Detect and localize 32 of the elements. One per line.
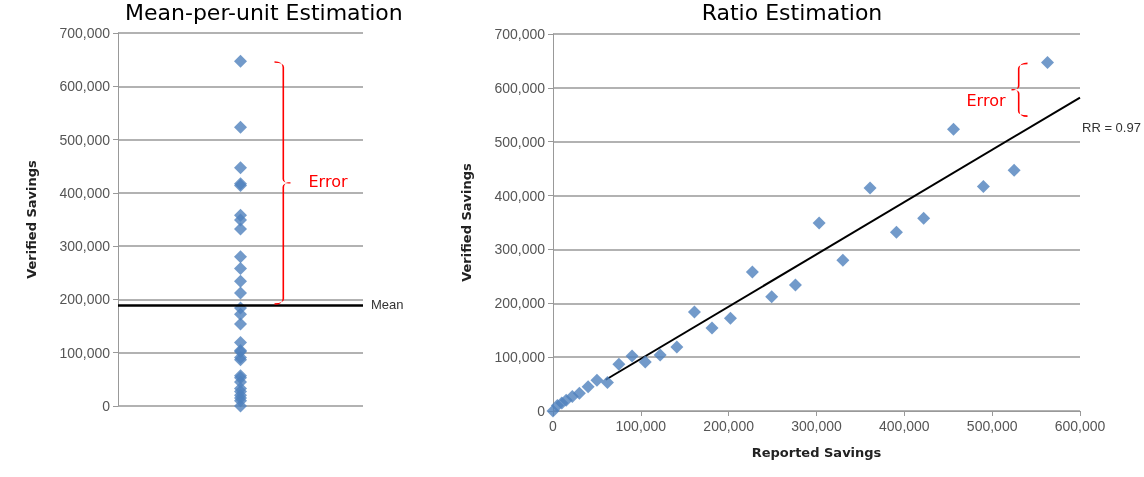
y-tick-label: 400,000 xyxy=(494,187,546,204)
y-tick-label: 600,000 xyxy=(494,79,546,96)
chart-title: Mean-per-unit Estimation xyxy=(125,0,403,25)
annotation: Error xyxy=(308,172,348,192)
x-tick-label: 0 xyxy=(549,418,558,434)
x-tick-label: 500,000 xyxy=(966,418,1018,434)
y-tick-label: 100,000 xyxy=(494,349,546,366)
x-tick-label: 400,000 xyxy=(879,418,930,434)
x-tick-label: 100,000 xyxy=(615,418,667,434)
y-tick-label: 200,000 xyxy=(494,295,546,312)
ref-line-label: Mean xyxy=(371,297,404,313)
y-tick-label: 0 xyxy=(102,398,111,414)
annotation: Error xyxy=(966,91,1006,111)
x-tick-label: 200,000 xyxy=(703,418,755,434)
series-label: RR = 0.97 xyxy=(1082,120,1141,136)
y-tick-label: 100,000 xyxy=(59,344,111,361)
y-tick-label: 700,000 xyxy=(494,26,546,42)
x-axis-title: Reported Savings xyxy=(751,445,882,460)
y-tick-label: 300,000 xyxy=(494,241,546,258)
y-tick-label: 600,000 xyxy=(59,78,111,95)
y-tick-label: 500,000 xyxy=(494,133,546,150)
x-tick-label: 300,000 xyxy=(791,418,843,434)
y-tick-label: 500,000 xyxy=(59,131,111,148)
x-tick-label: 600,000 xyxy=(1054,418,1106,434)
y-tick-label: 400,000 xyxy=(59,184,111,201)
y-tick-label: 300,000 xyxy=(59,238,111,255)
chart-title: Ratio Estimation xyxy=(701,0,883,25)
y-axis-title: Verified Savings xyxy=(24,159,39,279)
y-tick-label: 700,000 xyxy=(59,25,111,41)
y-tick-label: 0 xyxy=(537,403,546,419)
y-axis-title: Verified Savings xyxy=(459,162,474,282)
y-tick-label: 200,000 xyxy=(59,291,111,308)
